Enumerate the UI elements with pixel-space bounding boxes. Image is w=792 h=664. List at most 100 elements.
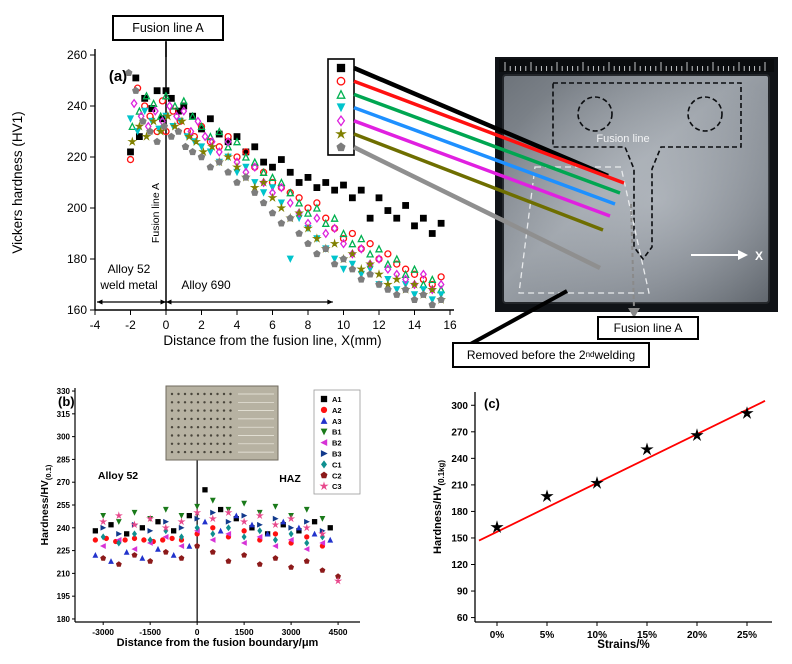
svg-text:240: 240 [451,454,468,465]
fusion-line-a-bottom-callout: Fusion line A [597,316,699,340]
svg-text:B1: B1 [332,428,342,437]
svg-text:195: 195 [57,592,71,601]
chart-c-axes: 60 90 120 150 180 210 240 270 300 0% 5% 10% 15% 20% 25… [451,392,772,651]
series-C3 [99,508,343,585]
svg-text:C2: C2 [332,471,342,480]
chart-a-axes: -4 -2 0 2 4 6 8 10 12 14 16 160 180 200 220 240 260 Dista… [10,42,457,348]
svg-text:10%: 10% [587,630,607,641]
svg-text:315: 315 [57,410,71,419]
series-C2 [100,542,341,579]
svg-text:A3: A3 [332,417,342,426]
svg-text:Distance from the fusion bound: Distance from the fusion boundary/μm [117,637,319,649]
svg-text:B2: B2 [332,439,342,448]
fusion-line-a-bottom-text: Fusion line A [613,321,683,335]
svg-text:180: 180 [67,252,87,266]
fusion-line-a-top-text: Fusion line A [132,21,204,35]
svg-text:-4: -4 [90,318,101,332]
svg-text:60: 60 [457,613,469,624]
svg-text:Distance from the fusion line,: Distance from the fusion line, X(mm) [163,333,381,348]
svg-text:4500: 4500 [329,627,348,637]
svg-text:0: 0 [195,627,200,637]
svg-text:225: 225 [57,547,71,556]
series-A3 [92,512,334,564]
series-trace-7 [124,68,445,309]
svg-text:Fusion line A: Fusion line A [150,183,162,243]
svg-text:90: 90 [457,587,469,598]
series-hardness-strain [490,406,754,534]
svg-text:weld metal: weld metal [99,278,157,292]
svg-text:(a): (a) [109,68,127,85]
svg-text:240: 240 [67,99,87,113]
svg-text:120: 120 [451,560,468,571]
svg-text:14: 14 [408,318,422,332]
svg-text:260: 260 [67,48,87,62]
svg-text:220: 220 [67,150,87,164]
fusion-line-a-top-callout: Fusion line A [112,15,224,41]
svg-text:6: 6 [269,318,276,332]
specimen-photo: Fusion line X [495,57,778,312]
svg-text:270: 270 [451,427,468,438]
specimen-sheen [503,75,769,303]
svg-text:-2: -2 [125,318,136,332]
svg-text:3000: 3000 [282,627,301,637]
svg-text:A1: A1 [332,395,342,404]
svg-text:255: 255 [57,501,71,510]
chart-a-legend [327,58,355,156]
hole-right-outline [687,96,723,132]
svg-text:Vickers hardness (HV1): Vickers hardness (HV1) [10,111,25,253]
svg-text:1500: 1500 [235,627,254,637]
svg-text:16: 16 [443,318,457,332]
svg-text:Hardness/HV(0.1): Hardness/HV(0.1) [39,464,53,545]
svg-text:2: 2 [198,318,205,332]
svg-text:HAZ: HAZ [279,473,301,485]
svg-text:Hardness/HV(0.1kg): Hardness/HV(0.1kg) [432,460,446,554]
series-trace-1 [127,74,445,237]
svg-text:0: 0 [163,318,170,332]
svg-text:25%: 25% [737,630,757,641]
svg-text:8: 8 [305,318,312,332]
svg-text:20%: 20% [687,630,707,641]
svg-text:5%: 5% [540,630,555,641]
svg-text:0%: 0% [490,630,505,641]
svg-text:C3: C3 [332,482,342,491]
svg-text:300: 300 [57,433,71,442]
series-A1 [92,487,333,537]
svg-text:240: 240 [57,524,71,533]
svg-text:-3000: -3000 [92,627,114,637]
svg-text:Alloy 52: Alloy 52 [108,262,151,276]
svg-text:300: 300 [451,401,468,412]
svg-text:(c): (c) [484,396,500,411]
svg-text:270: 270 [57,478,71,487]
svg-text:Strains/%: Strains/% [597,639,649,651]
chart-b-microhardness-profile: 180 195 210 225 240 255 270 285 300 315 330 -3000 -1… [39,385,361,649]
chart-c-hardness-vs-strain: 60 90 120 150 180 210 240 270 300 0% 5% 10% 15% 20% 25… [432,392,772,651]
svg-text:-1500: -1500 [139,627,161,637]
chart-a-hardness-vs-distance: -4 -2 0 2 4 6 8 10 12 14 16 160 180 200 220 240 260 Dista… [10,42,457,348]
fusion-line-photo-label: Fusion line [596,133,649,145]
svg-text:150: 150 [451,533,468,544]
svg-text:160: 160 [67,303,87,317]
svg-text:180: 180 [451,507,468,518]
series-trace-6 [127,110,447,304]
svg-text:(b): (b) [58,394,75,409]
removed-text-suffix: welding [594,348,636,362]
removed-text-prefix: Removed before the 2 [466,348,586,362]
first-weld-region-outline [518,166,650,294]
inset-indentation-photo [165,385,279,461]
svg-text:Alloy 52: Alloy 52 [98,470,138,482]
x-direction-label: X [755,249,763,263]
svg-text:200: 200 [67,201,87,215]
series-B2 [100,527,326,552]
specimen-photo-graphics: Fusion line X [495,57,778,312]
svg-text:A2: A2 [332,406,342,415]
x-arrow-head-icon [738,250,748,260]
svg-text:4: 4 [234,318,241,332]
svg-text:210: 210 [451,480,468,491]
svg-text:15%: 15% [637,630,657,641]
svg-text:12: 12 [372,318,386,332]
svg-text:330: 330 [57,387,71,396]
series-trace-4 [126,107,445,304]
ruler-strip [499,59,774,72]
